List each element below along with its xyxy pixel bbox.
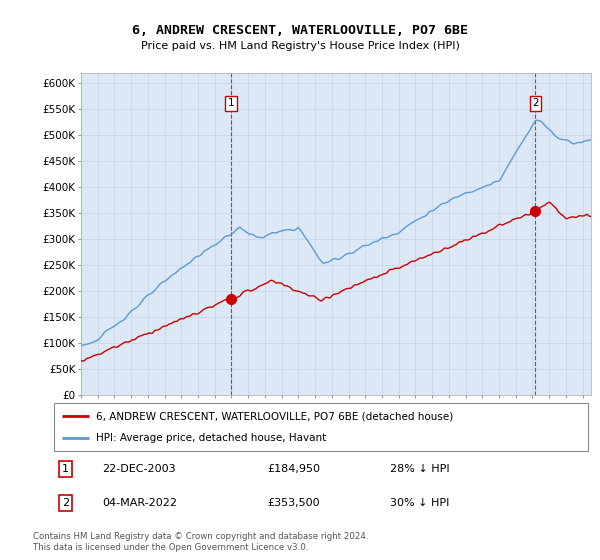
Text: 22-DEC-2003: 22-DEC-2003 xyxy=(102,464,176,474)
Text: HPI: Average price, detached house, Havant: HPI: Average price, detached house, Hava… xyxy=(95,433,326,443)
Text: 28% ↓ HPI: 28% ↓ HPI xyxy=(391,464,450,474)
Text: Price paid vs. HM Land Registry's House Price Index (HPI): Price paid vs. HM Land Registry's House … xyxy=(140,41,460,51)
Text: 2: 2 xyxy=(532,99,539,109)
Text: £353,500: £353,500 xyxy=(268,498,320,508)
Text: This data is licensed under the Open Government Licence v3.0.: This data is licensed under the Open Gov… xyxy=(33,543,308,552)
Text: 6, ANDREW CRESCENT, WATERLOOVILLE, PO7 6BE: 6, ANDREW CRESCENT, WATERLOOVILLE, PO7 6… xyxy=(132,24,468,38)
Text: 6, ANDREW CRESCENT, WATERLOOVILLE, PO7 6BE (detached house): 6, ANDREW CRESCENT, WATERLOOVILLE, PO7 6… xyxy=(95,411,453,421)
Text: 1: 1 xyxy=(228,99,235,109)
Text: 1: 1 xyxy=(62,464,69,474)
Text: 2: 2 xyxy=(62,498,70,508)
Text: £184,950: £184,950 xyxy=(268,464,320,474)
Text: 04-MAR-2022: 04-MAR-2022 xyxy=(102,498,177,508)
Text: 30% ↓ HPI: 30% ↓ HPI xyxy=(391,498,450,508)
Text: Contains HM Land Registry data © Crown copyright and database right 2024.: Contains HM Land Registry data © Crown c… xyxy=(33,532,368,541)
FancyBboxPatch shape xyxy=(54,403,588,451)
